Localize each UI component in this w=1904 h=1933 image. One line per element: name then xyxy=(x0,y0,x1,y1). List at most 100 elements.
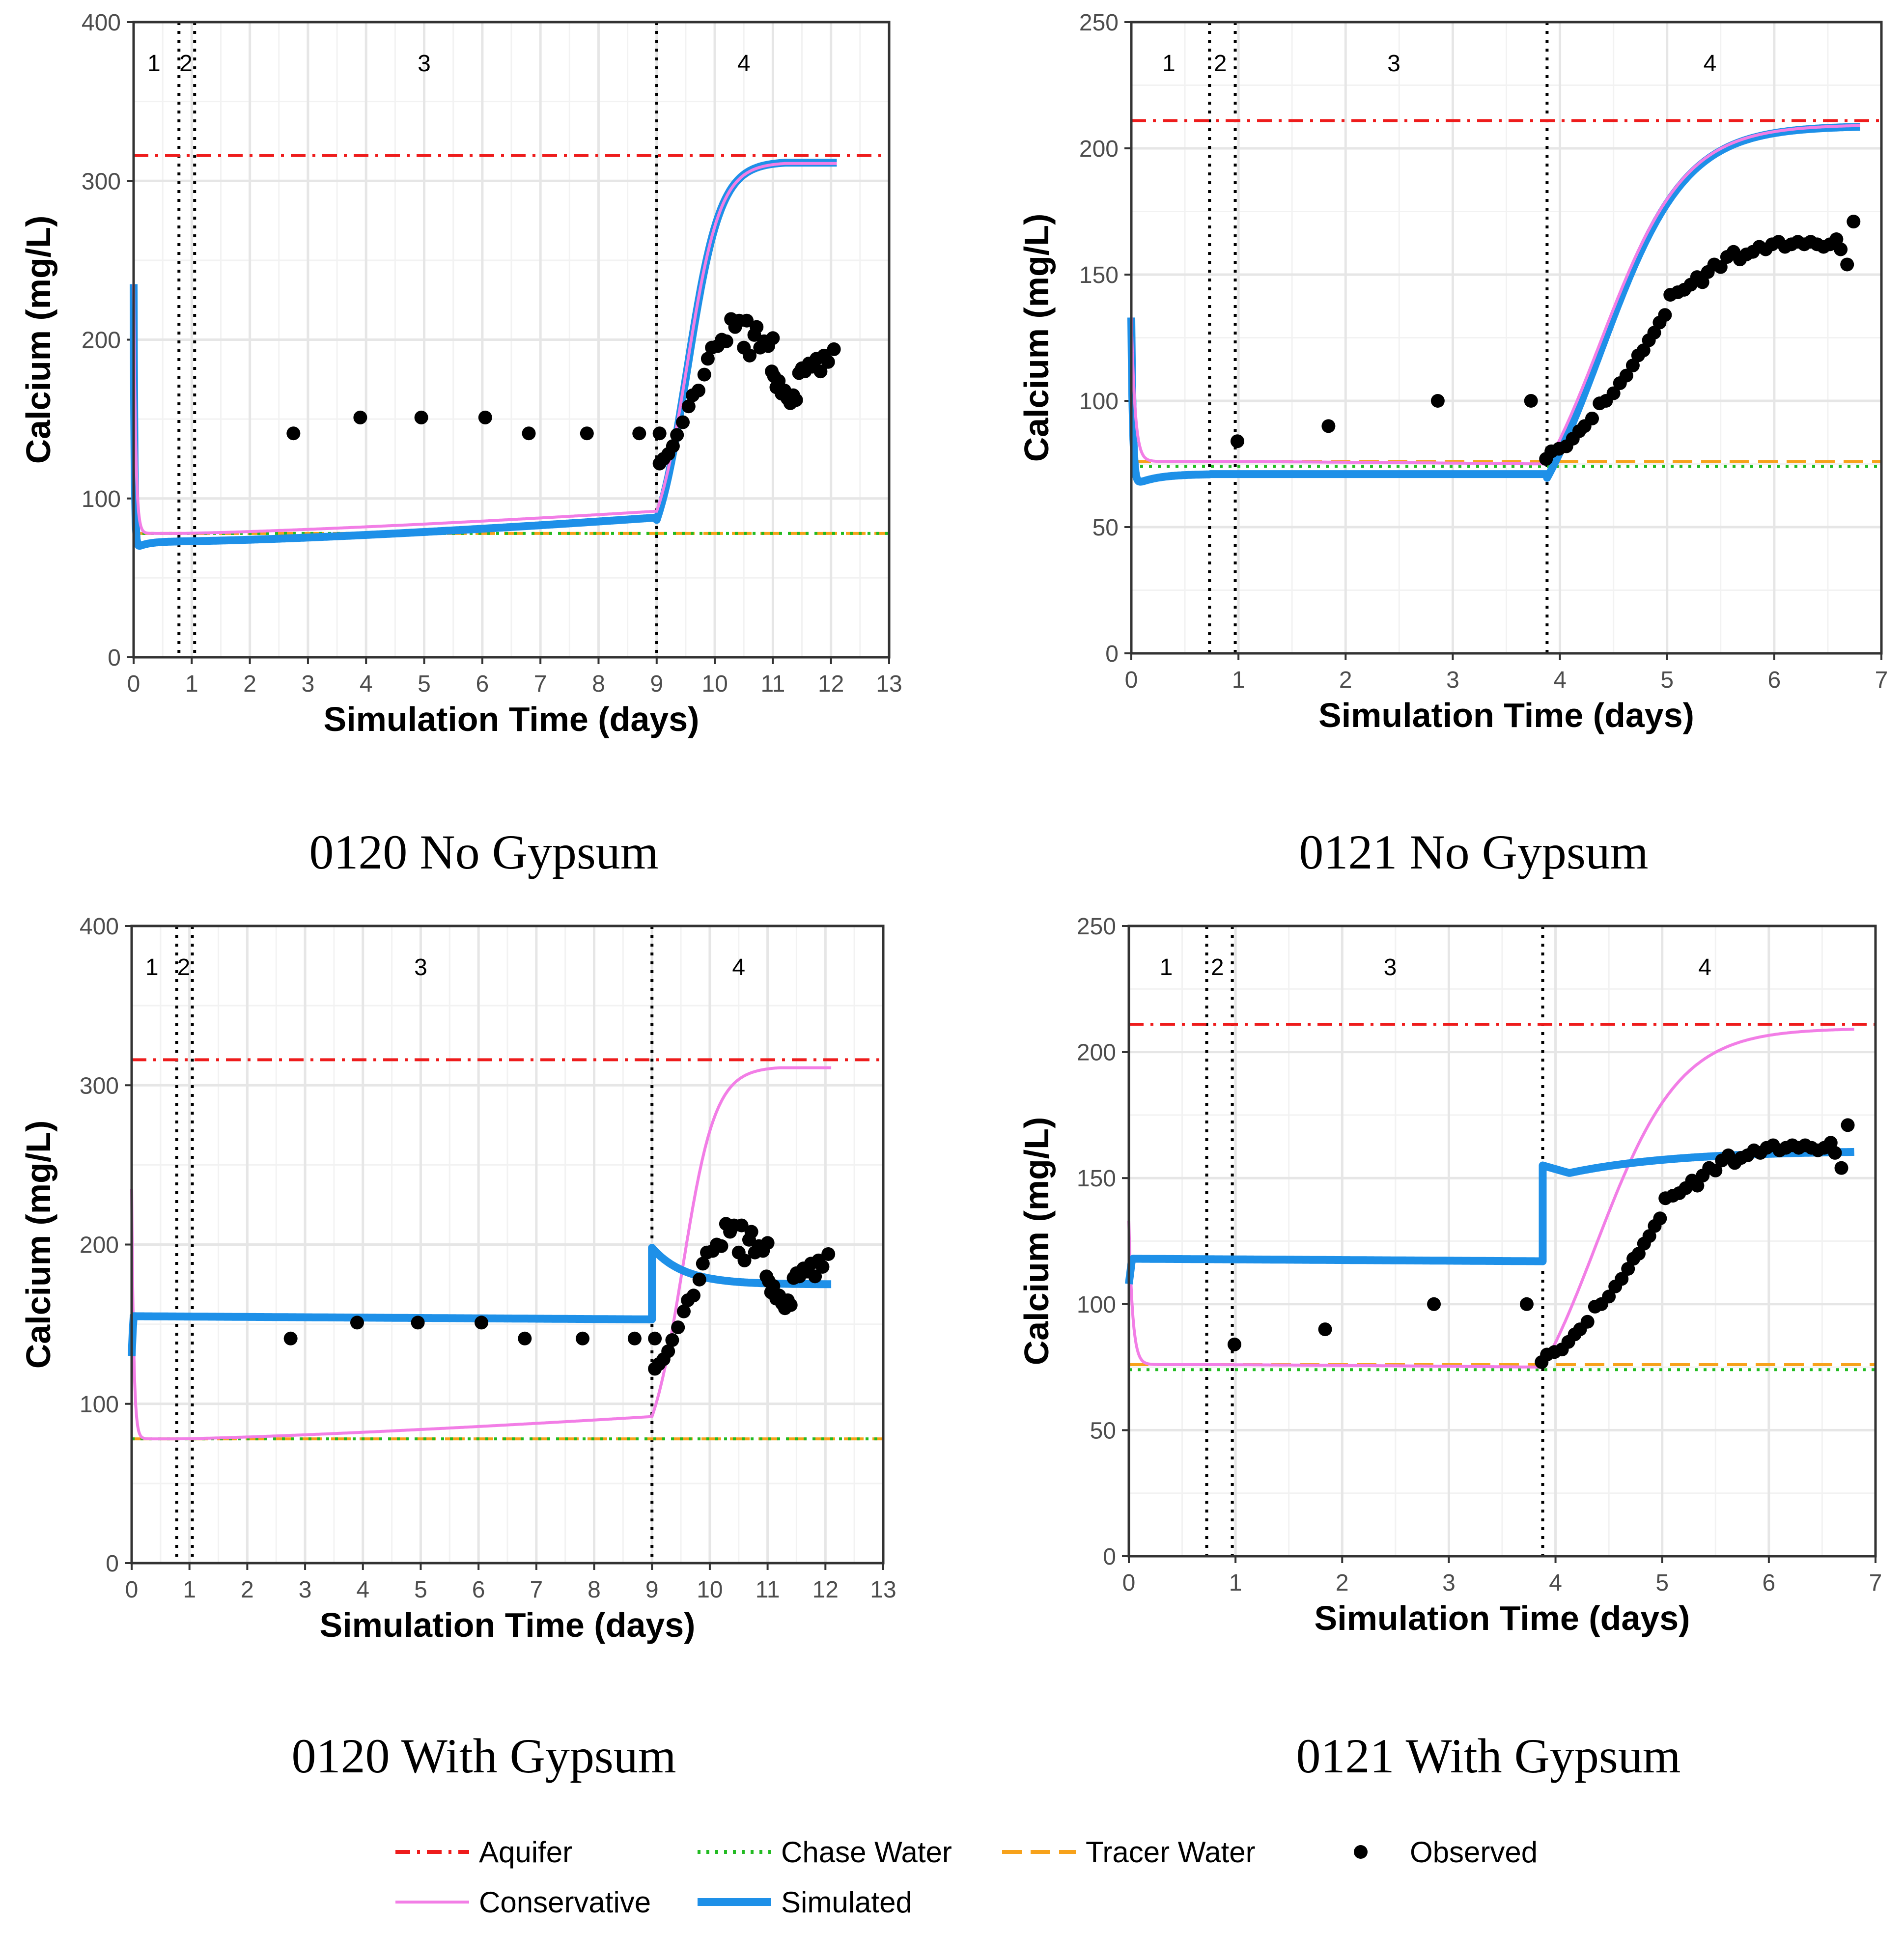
observed-point xyxy=(1321,419,1336,433)
observed-point xyxy=(815,1260,830,1274)
x-tick-label: 8 xyxy=(592,671,605,697)
observed-point xyxy=(1658,308,1672,322)
observed-point xyxy=(744,1225,758,1239)
observed-point xyxy=(1580,1315,1595,1329)
observed-point xyxy=(286,426,301,441)
y-tick-label: 400 xyxy=(82,10,121,36)
y-axis-title: Calcium (mg/L) xyxy=(19,216,57,464)
observed-point xyxy=(1606,386,1621,400)
observed-point xyxy=(411,1316,425,1330)
observed-point xyxy=(414,410,428,424)
x-tick-label: 13 xyxy=(870,1577,896,1603)
x-tick-label: 1 xyxy=(1229,1570,1242,1596)
conservative-line xyxy=(1130,124,1860,466)
observed-point xyxy=(1430,394,1445,408)
observed-point xyxy=(1642,1229,1656,1243)
observed-point xyxy=(1840,257,1854,272)
observed-point xyxy=(681,399,696,414)
observed-points xyxy=(1227,1118,1855,1369)
observed-point xyxy=(580,426,594,441)
phase-label: 2 xyxy=(177,954,191,981)
x-tick-label: 12 xyxy=(812,1577,839,1603)
x-tick-label: 4 xyxy=(356,1577,369,1603)
x-tick-label: 6 xyxy=(1768,667,1781,693)
observed-point xyxy=(813,364,828,379)
phase-label: 1 xyxy=(1160,954,1173,981)
observed-point xyxy=(661,1344,675,1358)
caption-0120-no-gypsum: 0120 No Gypsum xyxy=(309,825,658,879)
chart-panel-4: 0 1 2 3 4 5 6 7 0 50 100 150 200 250 1 2 3 4 Simulation Ti… xyxy=(1017,914,1882,1637)
x-tick-label: 7 xyxy=(530,1577,543,1603)
y-tick-label: 50 xyxy=(1092,515,1119,541)
observed-point xyxy=(743,348,757,363)
observed-point xyxy=(1713,260,1728,274)
y-tick-label: 250 xyxy=(1077,914,1116,940)
observed-point xyxy=(676,415,690,429)
legend-label-aquifer: Aquifer xyxy=(479,1836,572,1869)
phase-label: 2 xyxy=(179,51,193,77)
legend-item-tracer-water: Tracer Water xyxy=(1002,1836,1256,1869)
observed-point xyxy=(789,393,803,407)
observed-point xyxy=(737,1253,752,1267)
phase-label: 2 xyxy=(1214,51,1227,77)
x-tick-label: 5 xyxy=(1655,1570,1669,1596)
x-tick-label: 2 xyxy=(1339,667,1352,693)
x-tick-label: 6 xyxy=(1763,1570,1776,1596)
observed-point xyxy=(627,1331,642,1345)
x-tick-label: 5 xyxy=(1660,667,1674,693)
caption-0120-with-gypsum: 0120 With Gypsum xyxy=(291,1729,676,1783)
legend-item-chase-water: Chase Water xyxy=(698,1836,952,1869)
x-tick-label: 3 xyxy=(1446,667,1459,693)
y-tick-label: 200 xyxy=(1079,136,1119,162)
observed-point xyxy=(1834,1161,1848,1175)
observed-point xyxy=(808,1269,822,1284)
simulated-line xyxy=(1127,123,1863,486)
legend-label-conservative: Conservative xyxy=(479,1886,651,1919)
legend-label-chase-water: Chase Water xyxy=(781,1836,952,1869)
observed-point xyxy=(1847,215,1861,229)
phase-label: 4 xyxy=(1704,51,1717,77)
y-tick-label: 150 xyxy=(1079,262,1119,288)
observed-point xyxy=(821,355,835,369)
x-tick-label: 10 xyxy=(701,671,728,697)
phase-label: 1 xyxy=(1162,51,1176,77)
y-tick-label: 200 xyxy=(80,1233,119,1259)
observed-point xyxy=(676,1304,691,1318)
legend-label-observed: Observed xyxy=(1410,1836,1538,1869)
observed-point xyxy=(1653,1211,1667,1226)
y-tick-label: 300 xyxy=(80,1073,119,1099)
observed-point xyxy=(1828,1146,1842,1160)
x-tick-label: 0 xyxy=(127,671,140,697)
y-tick-label: 0 xyxy=(1103,1544,1116,1570)
x-tick-label: 5 xyxy=(414,1577,427,1603)
y-axis-title: Calcium (mg/L) xyxy=(19,1121,57,1369)
y-tick-label: 0 xyxy=(1105,641,1119,667)
observed-point xyxy=(750,320,764,334)
observed-point xyxy=(1615,1272,1629,1286)
y-axis-title: Calcium (mg/L) xyxy=(1017,214,1056,462)
x-tick-label: 0 xyxy=(1122,1570,1136,1596)
observed-point xyxy=(1708,1163,1723,1177)
observed-point xyxy=(576,1331,589,1345)
observed-point xyxy=(1318,1322,1332,1337)
x-tick-label: 1 xyxy=(183,1577,196,1603)
y-tick-label: 400 xyxy=(80,914,119,940)
x-tick-label: 0 xyxy=(125,1577,139,1603)
x-tick-label: 5 xyxy=(418,671,431,697)
legend-item-aquifer: Aquifer xyxy=(395,1836,572,1869)
y-tick-label: 0 xyxy=(106,1551,119,1577)
x-tick-label: 9 xyxy=(645,1577,659,1603)
observed-point xyxy=(670,428,684,442)
x-tick-label: 11 xyxy=(760,671,785,697)
x-tick-label: 1 xyxy=(1232,667,1245,693)
x-tick-label: 11 xyxy=(756,1577,780,1603)
observed-point xyxy=(1631,1247,1646,1261)
y-axis-title: Calcium (mg/L) xyxy=(1017,1117,1056,1366)
observed-point xyxy=(821,1247,836,1261)
y-tick-label: 200 xyxy=(82,328,121,354)
x-tick-label: 6 xyxy=(472,1577,485,1603)
observed-point xyxy=(692,1272,706,1287)
